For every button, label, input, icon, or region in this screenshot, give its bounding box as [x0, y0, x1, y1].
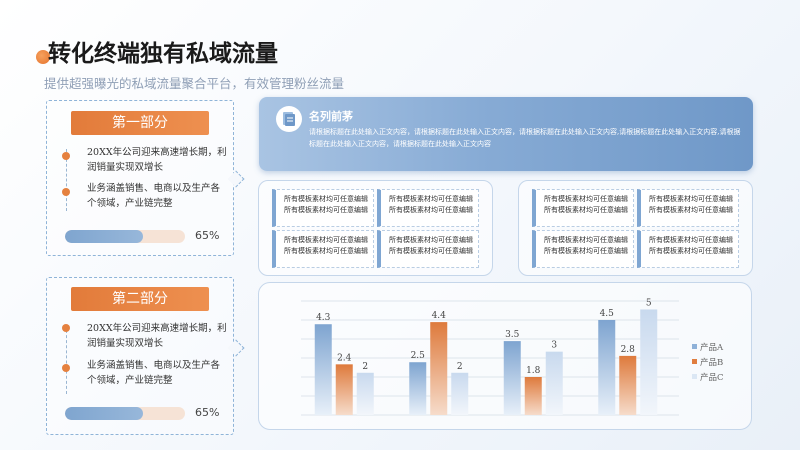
- progress-bar: [65, 407, 185, 420]
- progress-fill: [65, 230, 143, 243]
- data-label: 4.4: [432, 311, 447, 321]
- section-point: 20XX年公司迎来高速增长期，利润销量实现双增长: [87, 323, 227, 349]
- data-label: 3: [551, 341, 557, 351]
- data-label: 2.4: [337, 353, 352, 363]
- bar-series-1-cat-2: [524, 377, 542, 415]
- panel-pointer: [227, 339, 245, 357]
- bar-series-2-cat-3: [640, 309, 658, 415]
- section-heading: 第一部分: [71, 111, 209, 135]
- legend-swatch: [692, 359, 697, 364]
- material-cell: 所有模板素材均可任意编辑 所有模板素材均可任意编辑: [637, 230, 739, 268]
- data-label: 2: [457, 362, 463, 372]
- material-cell: 所有模板素材均可任意编辑 所有模板素材均可任意编辑: [532, 230, 634, 268]
- legend-item-a: 产品A: [692, 339, 724, 354]
- bar-chart: 4.3 2.5 3.5 4.5 2.4 4.4 1.8 2.8 2 2 3 5: [301, 298, 679, 416]
- bullet-dot: [62, 324, 70, 332]
- material-cell: 所有模板素材均可任意编辑 所有模板素材均可任意编辑: [272, 230, 374, 268]
- bar-series-0-cat-3: [598, 320, 616, 415]
- data-label: 5: [646, 298, 652, 308]
- section-point: 业务涵盖销售、电商以及生产各个领域，产业链完整: [87, 360, 221, 386]
- material-cell: 所有模板素材均可任意编辑 所有模板素材均可任意编辑: [377, 230, 479, 268]
- material-cell: 所有模板素材均可任意编辑 所有模板素材均可任意编辑: [532, 189, 634, 227]
- bar-series-0-cat-2: [503, 341, 521, 415]
- progress-bar: [65, 230, 185, 243]
- banner-heading: 名列前茅: [309, 110, 353, 123]
- material-cell: 所有模板素材均可任意编辑 所有模板素材均可任意编辑: [637, 189, 739, 227]
- highlight-banner: 名列前茅 请根据标题在此处输入正文内容，请根据标题在此处输入正文内容，请根据标题…: [259, 97, 753, 171]
- data-label: 2.5: [411, 351, 426, 361]
- bullet-dot: [62, 152, 70, 160]
- bullet-dot: [62, 188, 70, 196]
- section-panel-1: 第一部分 20XX年公司迎来高速增长期，利润销量实现双增长 业务涵盖销售、电商以…: [46, 100, 245, 256]
- bar-series-1-cat-0: [335, 364, 353, 415]
- bar-series-0-cat-0: [314, 324, 332, 415]
- page-title: 转化终端独有私域流量: [48, 40, 278, 67]
- timeline-line: [66, 330, 67, 394]
- bar-series-1-cat-3: [619, 355, 637, 415]
- progress-fill: [65, 407, 143, 420]
- data-label: 1.8: [526, 366, 541, 376]
- page-subtitle: 提供超强曝光的私域流量聚合平台，有效管理粉丝流量: [44, 76, 345, 91]
- legend-label: 产品C: [700, 372, 724, 383]
- bar-series-2-cat-0: [356, 372, 374, 415]
- bullet-dot: [62, 364, 70, 372]
- progress-label: 65%: [195, 229, 220, 242]
- data-label: 4.5: [600, 309, 615, 319]
- bar-series-2-cat-1: [451, 372, 469, 415]
- title-accent-dot: [36, 50, 50, 64]
- bar-chart-panel: 4.3 2.5 3.5 4.5 2.4 4.4 1.8 2.8 2 2 3 5 产品A 产品B 产品C: [258, 282, 752, 430]
- section-point: 业务涵盖销售、电商以及生产各个领域，产业链完整: [87, 183, 221, 209]
- bar-series-2-cat-2: [545, 351, 563, 415]
- section-point: 20XX年公司迎来高速增长期，利润销量实现双增长: [87, 147, 227, 173]
- progress-label: 65%: [195, 406, 220, 419]
- material-grid-2: 所有模板素材均可任意编辑 所有模板素材均可任意编辑 所有模板素材均可任意编辑 所有模…: [518, 180, 753, 276]
- banner-body: 请根据标题在此处输入正文内容，请根据标题在此处输入正文内容，请根据标题在此处输入…: [309, 128, 741, 148]
- data-label: 2: [362, 362, 368, 372]
- bar-series-0-cat-1: [409, 362, 427, 415]
- legend-label: 产品B: [700, 357, 724, 368]
- legend-swatch: [692, 374, 697, 379]
- data-label: 4.3: [316, 313, 331, 323]
- section-panel-2: 第二部分 20XX年公司迎来高速增长期，利润销量实现双增长 业务涵盖销售、电商以…: [46, 277, 245, 435]
- chart-legend: 产品A 产品B 产品C: [692, 339, 724, 384]
- material-cell: 所有模板素材均可任意编辑 所有模板素材均可任意编辑: [272, 189, 374, 227]
- data-label: 2.8: [621, 345, 636, 355]
- legend-item-b: 产品B: [692, 354, 724, 369]
- legend-label: 产品A: [700, 342, 724, 353]
- legend-swatch: [692, 344, 697, 349]
- section-heading: 第二部分: [71, 287, 209, 311]
- data-label: 3.5: [505, 330, 520, 340]
- bar-series-1-cat-1: [430, 322, 448, 415]
- panel-pointer: [227, 170, 245, 188]
- material-grid-1: 所有模板素材均可任意编辑 所有模板素材均可任意编辑 所有模板素材均可任意编辑 所有模…: [258, 180, 493, 276]
- document-icon: [276, 106, 302, 132]
- legend-item-c: 产品C: [692, 369, 724, 384]
- timeline-line: [66, 149, 67, 211]
- material-cell: 所有模板素材均可任意编辑 所有模板素材均可任意编辑: [377, 189, 479, 227]
